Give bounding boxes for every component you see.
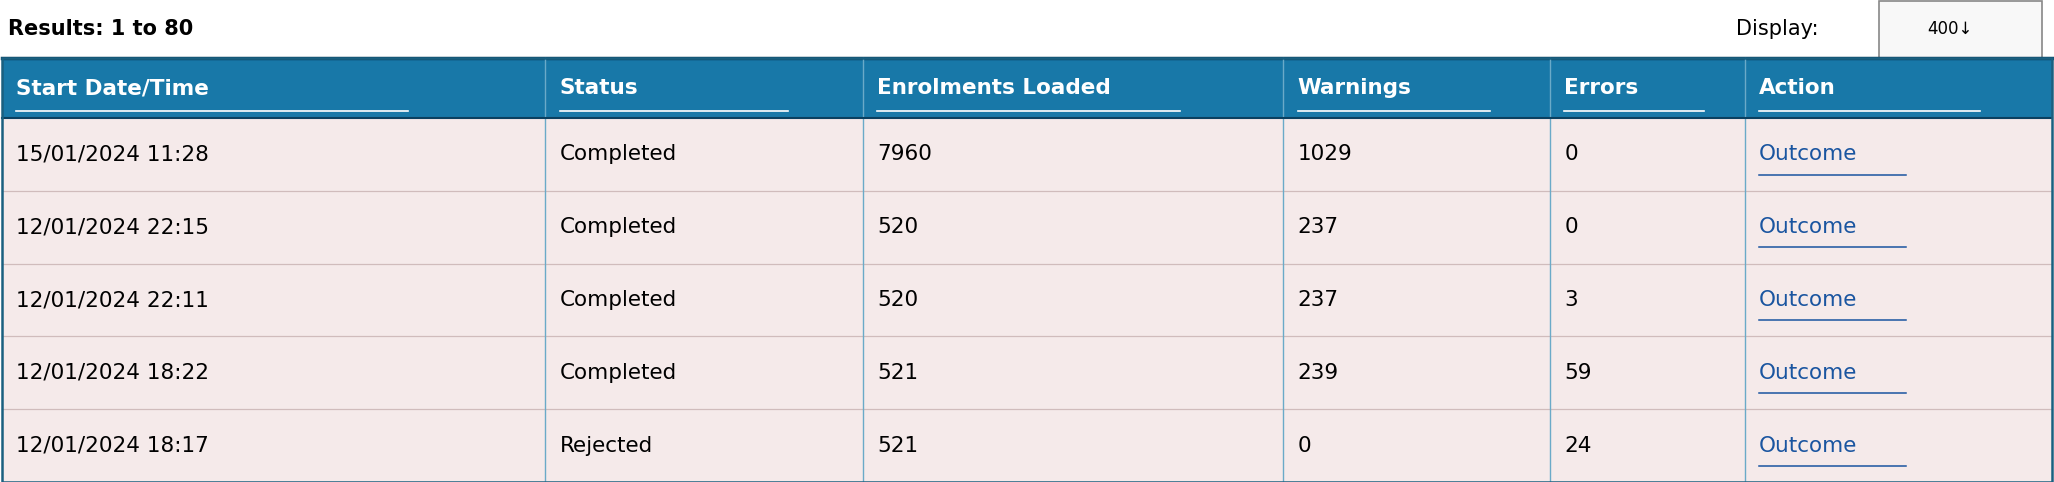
- Text: 3: 3: [1565, 290, 1577, 310]
- Text: Completed: Completed: [559, 290, 678, 310]
- Text: 12/01/2024 18:22: 12/01/2024 18:22: [16, 363, 210, 383]
- Text: Completed: Completed: [559, 363, 678, 383]
- Text: Rejected: Rejected: [559, 436, 653, 455]
- Bar: [2, 191, 2052, 264]
- Text: 0: 0: [1298, 436, 1310, 455]
- Bar: [2, 409, 2052, 482]
- Bar: [2, 58, 2052, 118]
- Text: 520: 520: [877, 290, 918, 310]
- Text: 12/01/2024 18:17: 12/01/2024 18:17: [16, 436, 210, 455]
- Text: Action: Action: [1758, 78, 1836, 98]
- Text: Results: 1 to 80: Results: 1 to 80: [8, 19, 193, 39]
- Text: Enrolments Loaded: Enrolments Loaded: [877, 78, 1111, 98]
- Text: 237: 237: [1298, 217, 1339, 237]
- FancyBboxPatch shape: [1879, 0, 2042, 58]
- Text: Completed: Completed: [559, 145, 678, 164]
- Text: 12/01/2024 22:11: 12/01/2024 22:11: [16, 290, 210, 310]
- Text: Outcome: Outcome: [1758, 363, 1857, 383]
- Bar: [2, 58, 2052, 482]
- Text: Status: Status: [559, 78, 639, 98]
- Text: Outcome: Outcome: [1758, 290, 1857, 310]
- Text: 237: 237: [1298, 290, 1339, 310]
- Text: 239: 239: [1298, 363, 1339, 383]
- Text: 15/01/2024 11:28: 15/01/2024 11:28: [16, 145, 210, 164]
- Text: 400↓: 400↓: [1927, 20, 1972, 38]
- Text: Warnings: Warnings: [1298, 78, 1411, 98]
- Text: 521: 521: [877, 363, 918, 383]
- Text: 520: 520: [877, 217, 918, 237]
- Text: Outcome: Outcome: [1758, 145, 1857, 164]
- Text: 59: 59: [1565, 363, 1592, 383]
- Text: Start Date/Time: Start Date/Time: [16, 78, 210, 98]
- Text: Outcome: Outcome: [1758, 436, 1857, 455]
- Text: 24: 24: [1565, 436, 1592, 455]
- Bar: [2, 336, 2052, 409]
- Text: 7960: 7960: [877, 145, 933, 164]
- Bar: [2, 118, 2052, 191]
- Text: 0: 0: [1565, 145, 1577, 164]
- Bar: [2, 264, 2052, 336]
- Text: 12/01/2024 22:15: 12/01/2024 22:15: [16, 217, 210, 237]
- Text: 1029: 1029: [1298, 145, 1352, 164]
- Text: Completed: Completed: [559, 217, 678, 237]
- Text: Display:: Display:: [1736, 19, 1818, 39]
- Text: 0: 0: [1565, 217, 1577, 237]
- Text: Outcome: Outcome: [1758, 217, 1857, 237]
- Text: Errors: Errors: [1565, 78, 1639, 98]
- Text: 521: 521: [877, 436, 918, 455]
